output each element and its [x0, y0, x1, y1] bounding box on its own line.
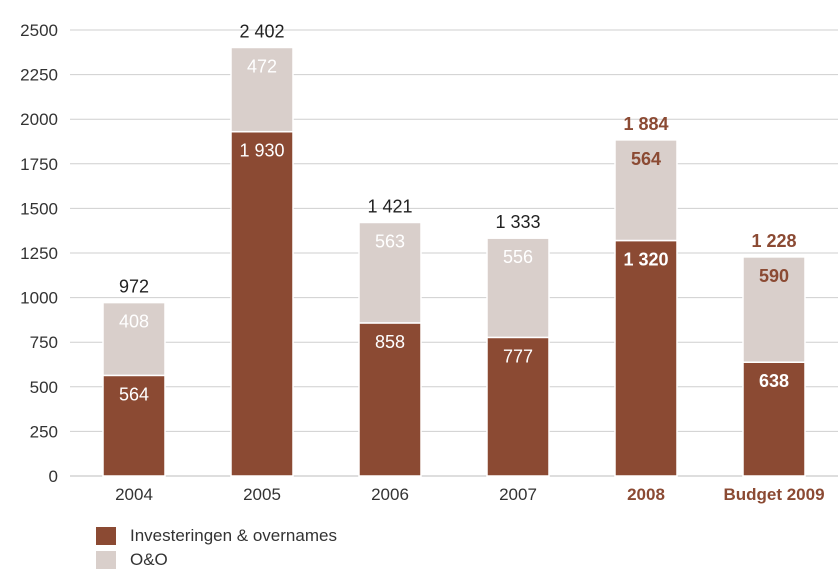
y-tick-label-1250: 1250	[20, 244, 58, 263]
y-tick-label-500: 500	[30, 378, 58, 397]
value-label-investeringen-2006: 858	[375, 332, 405, 352]
total-label-2008: 1 884	[623, 114, 668, 134]
x-tick-label-2008: 2008	[627, 485, 665, 504]
bar-oo-2005	[230, 46, 294, 133]
x-tick-label-2005: 2005	[243, 485, 281, 504]
x-tick-label-2007: 2007	[499, 485, 537, 504]
total-label-Budget-2009: 1 228	[751, 231, 796, 251]
value-label-oo-2008: 564	[631, 149, 661, 169]
total-label-2006: 1 421	[367, 196, 412, 216]
bar-oo-2007	[486, 237, 550, 339]
y-tick-label-1750: 1750	[20, 155, 58, 174]
stacked-bar-chart: 0 250 500 750 1000 1250 1500 1750 2000 2250 2500 56…	[20, 21, 838, 504]
y-tick-label-1500: 1500	[20, 199, 58, 218]
bar-investeringen-2006	[358, 322, 422, 477]
bar-investeringen-Budget-2009	[742, 361, 806, 477]
bar-investeringen-2008	[614, 239, 678, 477]
legend-label-investeringen: Investeringen & overnames	[130, 526, 337, 545]
value-label-investeringen-2008: 1 320	[623, 250, 668, 270]
legend-item-oo: O&O	[96, 548, 337, 572]
y-tick-label-1000: 1000	[20, 289, 58, 308]
chart-legend: Investeringen & overnames O&O	[96, 524, 337, 572]
bar-investeringen-2005	[230, 130, 294, 477]
total-label-2005: 2 402	[239, 21, 284, 41]
y-tick-label-0: 0	[49, 467, 58, 486]
bar-oo-Budget-2009	[742, 256, 806, 363]
total-label-2007: 1 333	[495, 212, 540, 232]
x-tick-label-Budget-2009: Budget 2009	[723, 485, 824, 504]
value-label-investeringen-2004: 564	[119, 384, 149, 404]
value-label-oo-2006: 563	[375, 231, 405, 251]
x-tick-label-2004: 2004	[115, 485, 153, 504]
value-label-investeringen-2005: 1 930	[239, 141, 284, 161]
y-tick-label-2250: 2250	[20, 66, 58, 85]
value-label-oo-Budget-2009: 590	[759, 266, 789, 286]
bar-investeringen-2004	[102, 374, 166, 477]
bar-oo-2008	[614, 139, 678, 242]
legend-swatch-oo	[96, 551, 116, 569]
total-label-2004: 972	[119, 277, 149, 297]
bar-oo-2004	[102, 301, 166, 377]
value-label-oo-2005: 472	[247, 56, 277, 76]
value-label-oo-2007: 556	[503, 247, 533, 267]
bar-oo-2006	[358, 221, 422, 324]
y-tick-label-750: 750	[30, 333, 58, 352]
legend-swatch-investeringen	[96, 527, 116, 545]
y-tick-label-250: 250	[30, 422, 58, 441]
legend-label-oo: O&O	[130, 550, 168, 569]
y-tick-label-2500: 2500	[20, 21, 58, 40]
x-tick-label-2006: 2006	[371, 485, 409, 504]
legend-item-investeringen: Investeringen & overnames	[96, 524, 337, 548]
y-tick-label-2000: 2000	[20, 110, 58, 129]
value-label-investeringen-Budget-2009: 638	[759, 371, 789, 391]
value-label-oo-2004: 408	[119, 312, 149, 332]
value-label-investeringen-2007: 777	[503, 346, 533, 366]
